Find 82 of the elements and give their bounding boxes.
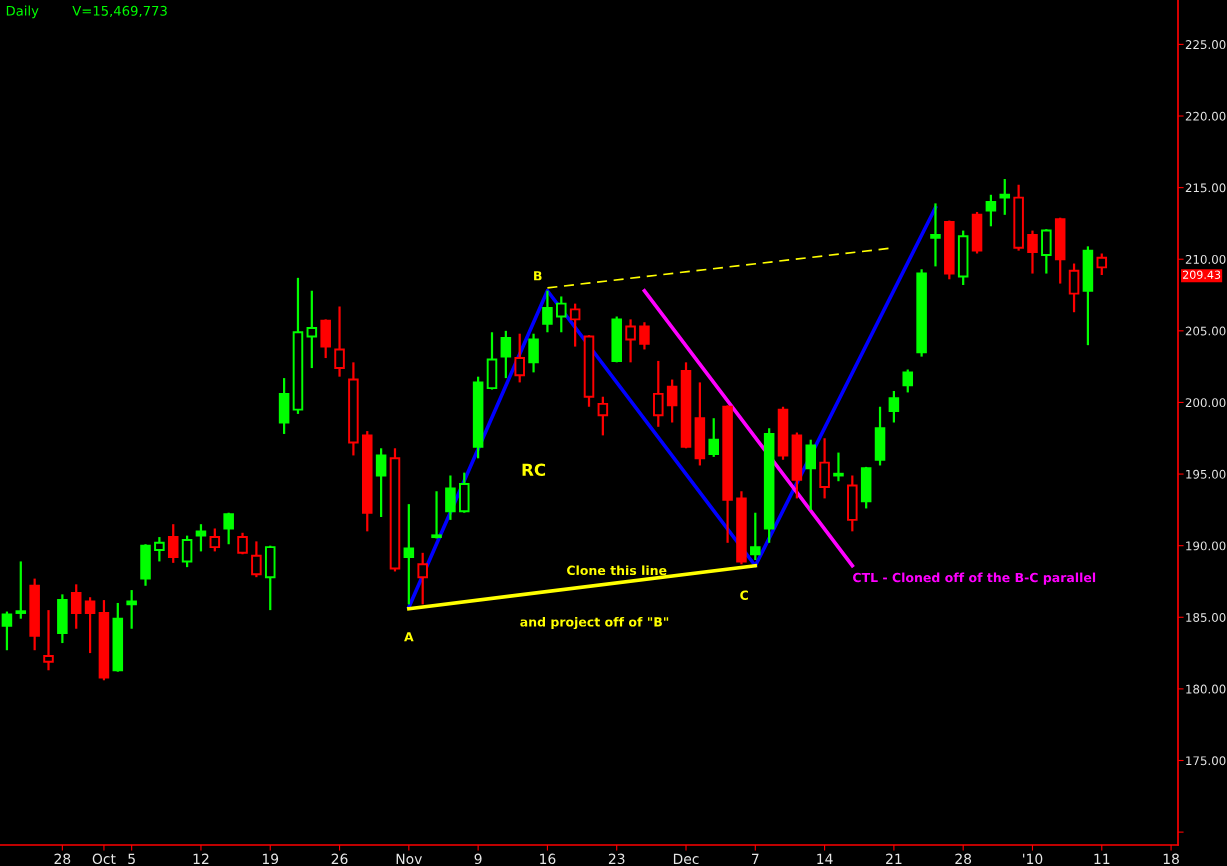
candlestick xyxy=(625,318,636,364)
candlestick xyxy=(334,305,345,378)
candlestick xyxy=(666,378,678,424)
candlestick xyxy=(653,359,664,428)
annotation: Clone this line xyxy=(567,565,667,576)
candlestick xyxy=(528,332,539,374)
candlestick xyxy=(43,609,54,672)
candlestick xyxy=(84,596,96,655)
y-tick-label: 195.00 xyxy=(1186,469,1226,479)
candlestick xyxy=(514,332,525,384)
y-tick-label: 210.00 xyxy=(1185,254,1226,264)
candlestick xyxy=(15,560,27,620)
annotation: RC xyxy=(522,463,546,477)
x-tick-label: 12 xyxy=(193,853,209,864)
y-tick-label: 225.00 xyxy=(1185,40,1226,50)
x-tick-label: Oct xyxy=(92,853,116,865)
x-tick-label: 28 xyxy=(54,853,71,865)
x-tick-label: 26 xyxy=(331,853,348,865)
candlestick xyxy=(708,417,719,458)
candlestick xyxy=(209,527,221,553)
x-tick-label: '10 xyxy=(1023,853,1043,865)
x-tick-label: Nov xyxy=(396,853,422,865)
candlestick xyxy=(126,588,137,630)
candlestick xyxy=(1027,229,1038,275)
annotation: CTL - Cloned off of the B-C parallel xyxy=(853,572,1096,585)
annotation: A xyxy=(404,632,414,642)
candlestick xyxy=(930,202,941,268)
y-tick-label: 180.00 xyxy=(1186,684,1226,694)
chart-subtitle: V=15,469,773 xyxy=(72,5,167,18)
x-tick-label: 21 xyxy=(886,853,902,864)
annotation: and project off of "B" xyxy=(520,616,669,630)
candlestick xyxy=(195,523,207,553)
annotation: B xyxy=(534,271,542,281)
candlestick xyxy=(251,540,262,579)
candlestick xyxy=(375,447,387,519)
candlestick xyxy=(805,438,817,511)
y-tick-label: 220.00 xyxy=(1185,111,1226,121)
x-tick-label: 19 xyxy=(262,853,279,865)
candlestick xyxy=(639,321,650,351)
y-tick-label: 215.00 xyxy=(1185,183,1226,193)
x-tick-label: 7 xyxy=(752,853,759,864)
x-tick-label: 9 xyxy=(474,853,482,865)
candlestick xyxy=(750,511,761,562)
y-tick-label: 185.00 xyxy=(1186,613,1226,622)
x-tick-label: 5 xyxy=(128,853,135,865)
candlestick xyxy=(542,289,553,334)
candlestick xyxy=(403,503,415,606)
y-tick-label: 175.00 xyxy=(1186,756,1226,766)
candlestick xyxy=(70,583,82,630)
candlestick xyxy=(833,451,844,483)
candlestick xyxy=(306,289,318,370)
candlestick xyxy=(1096,252,1108,277)
candlestick xyxy=(556,295,567,334)
y-tick-label: 190.00 xyxy=(1186,541,1226,551)
x-tick-label: Dec xyxy=(673,853,699,865)
x-tick-label: 16 xyxy=(540,853,556,865)
y-tick-label: 200.00 xyxy=(1185,398,1226,408)
candlestick xyxy=(1068,262,1080,314)
x-tick-label: 18 xyxy=(1163,853,1179,865)
annotation: C xyxy=(740,590,748,600)
candlestick xyxy=(569,302,581,348)
x-tick-label: 23 xyxy=(608,853,625,865)
candlestick xyxy=(445,474,456,521)
x-tick-label: 14 xyxy=(817,853,833,864)
candlestick xyxy=(223,511,234,546)
candlestick xyxy=(888,389,900,424)
candlestick xyxy=(500,329,512,380)
text: 209.43 xyxy=(1182,270,1221,279)
y-tick-label: 205.00 xyxy=(1185,326,1226,336)
candlestick xyxy=(999,177,1011,216)
candlestick xyxy=(417,551,428,606)
candlestick xyxy=(431,490,442,540)
x-tick-label: 28 xyxy=(955,853,972,865)
candlestick xyxy=(167,523,179,564)
candlestick xyxy=(902,368,914,394)
candlestick xyxy=(985,193,997,228)
candlestick xyxy=(154,535,165,563)
candlestick xyxy=(181,534,193,569)
candlestick xyxy=(1,610,13,652)
x-tick-label: 11 xyxy=(1094,853,1110,864)
candlestick xyxy=(597,395,609,437)
chart-title: Daily xyxy=(6,5,39,19)
